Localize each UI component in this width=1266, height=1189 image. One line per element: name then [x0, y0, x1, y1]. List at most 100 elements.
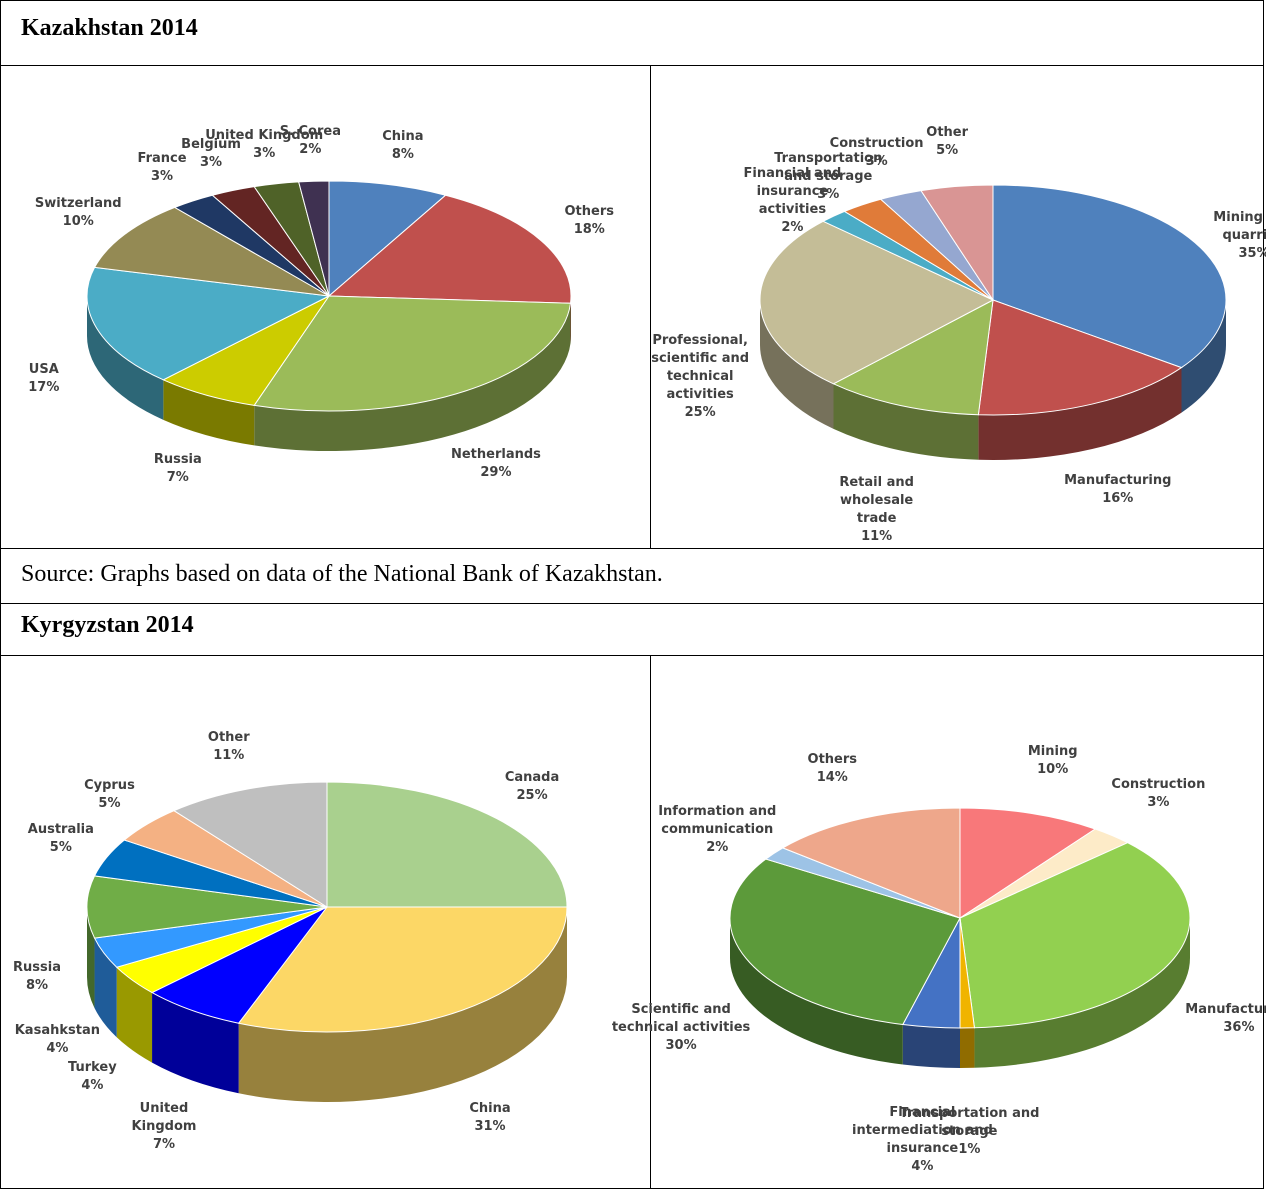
- pie-label: Canada 25%: [477, 769, 587, 805]
- pie-slice: [237, 906, 568, 1033]
- value-label: 5%: [49, 840, 72, 856]
- pie-side: [238, 907, 568, 1102]
- pie-label: Retail and wholesale trade 11%: [822, 474, 932, 546]
- pie-label: Transportation and storage 3%: [773, 150, 883, 204]
- pie-label: Others 14%: [752, 751, 912, 787]
- pie-side: [902, 1024, 960, 1068]
- value-label: 3%: [1147, 795, 1170, 811]
- pie-slice: [328, 180, 447, 298]
- pie-slice: [992, 184, 1227, 369]
- value-label: 3%: [865, 154, 888, 170]
- pie-label: Kasahkstan 4%: [2, 1022, 112, 1058]
- category-label: United Kingdom: [205, 127, 324, 143]
- pie-label: United Kingdom 3%: [204, 127, 324, 163]
- pie-side: [1181, 300, 1226, 413]
- pie-slice: [326, 781, 568, 908]
- pie-label: China 8%: [343, 128, 463, 164]
- pie-label: Scientific and technical activities 30%: [601, 1001, 761, 1055]
- pie-label: Construction 3%: [822, 135, 932, 171]
- category-label: Other: [207, 730, 250, 746]
- value-label: 11%: [213, 748, 245, 764]
- value-label: 3%: [817, 186, 840, 202]
- pie-side: [730, 918, 903, 1065]
- value-label: 3%: [253, 145, 276, 161]
- category-label: Transportation and storage: [899, 1105, 1040, 1139]
- pie-label: Transportation and storage 1%: [889, 1105, 1049, 1159]
- category-label: Netherlands: [450, 447, 541, 463]
- category-label: Transportation and storage: [774, 150, 883, 184]
- value-label: 17%: [28, 380, 60, 396]
- pie-side: [833, 383, 979, 460]
- value-label: 2%: [299, 142, 322, 158]
- category-label: Other: [926, 124, 969, 140]
- category-label: Canada: [504, 769, 560, 785]
- pie-slice: [253, 295, 572, 412]
- value-label: 4%: [46, 1040, 69, 1056]
- pie-label: Other 5%: [892, 124, 1002, 160]
- category-label: Australia: [27, 822, 94, 838]
- pie-label: Manufacturing 36%: [1159, 1001, 1266, 1037]
- value-label: 8%: [25, 978, 49, 993]
- pie-label: Cyprus 5%: [54, 777, 164, 813]
- category-label: Scientific and technical activities: [611, 1001, 751, 1035]
- pie-slice: [781, 807, 961, 919]
- value-label: 36%: [1223, 1019, 1255, 1035]
- value-label: 8%: [391, 146, 414, 162]
- value-label: 4%: [911, 1158, 934, 1174]
- pie-slice: [959, 842, 1191, 1029]
- value-label: 5%: [98, 795, 121, 811]
- value-label: 25%: [516, 787, 548, 803]
- category-label: S. Corea: [279, 124, 341, 140]
- category-label: Cyprus: [84, 777, 135, 793]
- value-label: 11%: [861, 528, 893, 544]
- pie-label: Other 11%: [174, 729, 284, 765]
- value-label: 7%: [166, 470, 189, 486]
- pie-slice: [162, 295, 330, 406]
- value-label: 25%: [684, 405, 716, 421]
- pie-label: Financial and insurance activities 2%: [737, 165, 847, 237]
- pie-side: [974, 918, 1190, 1068]
- category-label: China: [382, 128, 424, 144]
- value-label: 2%: [781, 220, 804, 236]
- value-label: 18%: [573, 222, 605, 238]
- pie-side: [960, 1027, 975, 1068]
- category-label: Construction: [829, 136, 924, 152]
- value-label: 16%: [1102, 490, 1134, 506]
- category-label: Construction: [1111, 777, 1206, 793]
- value-label: 5%: [936, 142, 959, 158]
- pie-slice: [93, 206, 330, 297]
- category-label: Russia: [13, 960, 61, 975]
- category-label: Belgium: [181, 136, 241, 152]
- category-label: Mining: [1027, 744, 1078, 760]
- pie-slice: [86, 875, 328, 939]
- pie-label: Manufacturing 16%: [1063, 472, 1173, 508]
- pie-slice: [172, 781, 328, 908]
- pie-label: Mining and quarring 35%: [1199, 209, 1266, 263]
- category-label: Financial and insurance activities: [743, 166, 842, 218]
- value-label: 10%: [1037, 762, 1069, 778]
- category-label: Manufacturing: [1185, 1001, 1266, 1017]
- category-label: Professional, scientific and technical a…: [651, 333, 750, 403]
- category-label: Switzerland: [34, 195, 122, 211]
- pie-label: Russia 8%: [0, 959, 92, 995]
- pie-side: [152, 992, 239, 1094]
- pie-label: United Kingdom 7%: [109, 1100, 219, 1154]
- category-label: France: [137, 150, 187, 166]
- pie-label: Financial intermediation and insurance 4%: [842, 1104, 1002, 1176]
- category-label: Information and communication: [658, 804, 777, 837]
- pie-slice: [729, 858, 961, 1026]
- pie-label: S. Corea 2%: [250, 123, 370, 159]
- pie-label: Russia 7%: [118, 451, 238, 487]
- pie-side: [254, 303, 571, 451]
- pie-label: Mining 10%: [973, 743, 1133, 779]
- category-label: Turkey: [68, 1059, 117, 1075]
- value-label: 14%: [816, 769, 848, 785]
- category-label: Russia: [153, 452, 202, 468]
- pie-slice: [920, 184, 994, 302]
- category-label: Others: [564, 204, 615, 220]
- value-label: 1%: [958, 1141, 981, 1157]
- value-label: 30%: [665, 1037, 697, 1053]
- category-label: USA: [28, 362, 59, 378]
- category-label: Financial intermediation and insurance: [852, 1104, 993, 1156]
